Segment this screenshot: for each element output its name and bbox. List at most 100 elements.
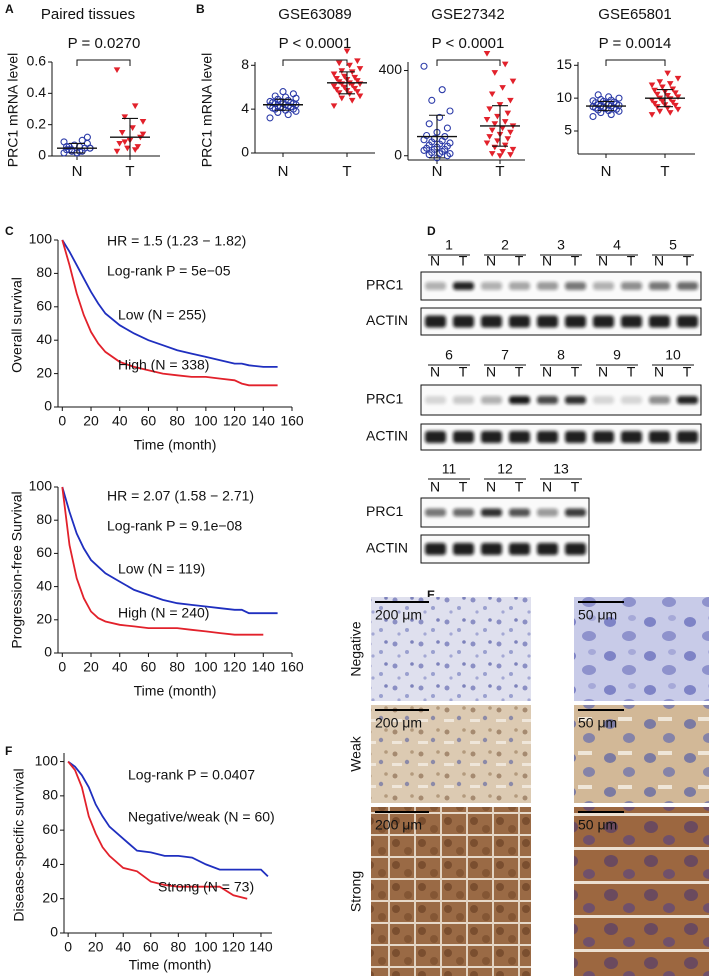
band <box>425 315 446 328</box>
lane-number: 12 <box>497 461 513 477</box>
lane-number: 7 <box>501 347 509 363</box>
band <box>621 282 642 290</box>
lane-number: 6 <box>445 347 453 363</box>
panel-label: C <box>5 224 14 238</box>
band <box>537 508 558 517</box>
x-tick-label: N <box>72 163 83 180</box>
data-point <box>483 50 491 57</box>
x-tick-label: 140 <box>252 659 276 675</box>
data-point <box>338 95 346 102</box>
x-tick-label: 0 <box>58 413 66 429</box>
survival-curve <box>67 760 269 878</box>
data-point <box>330 103 338 110</box>
band <box>593 282 614 290</box>
data-point <box>648 112 656 118</box>
y-tick-label: 20 <box>42 889 58 905</box>
x-tick-label: 40 <box>115 939 131 955</box>
series-label: Low (N = 255) <box>118 307 206 323</box>
data-point <box>651 100 658 107</box>
data-point <box>282 93 290 101</box>
x-tick-label: 140 <box>249 939 273 955</box>
data-point <box>279 88 287 96</box>
series-label: Negative/weak (N = 60) <box>128 809 275 825</box>
band <box>565 431 586 443</box>
data-point <box>496 153 504 159</box>
series-label: Low (N = 119) <box>118 561 205 577</box>
band <box>593 431 614 443</box>
lane-label: N <box>430 253 440 269</box>
x-tick-label: T <box>125 163 134 180</box>
lane-number: 9 <box>613 347 621 363</box>
protein-label: PRC1 <box>366 391 404 407</box>
annotation: Log-rank P = 9.1e−08 <box>107 518 242 534</box>
annotation: HR = 2.07 (1.58 − 2.71) <box>107 488 254 504</box>
p-value: P < 0.0001 <box>432 35 505 52</box>
y-tick-label: 80 <box>36 511 52 527</box>
y-tick-label: 20 <box>36 611 52 627</box>
protein-label: ACTIN <box>366 540 408 556</box>
scale-bar-label: 50 μm <box>578 817 617 833</box>
y-tick-label: 0.6 <box>27 53 47 69</box>
y-tick-label: 5 <box>564 122 572 138</box>
band <box>481 431 502 443</box>
band <box>677 282 698 290</box>
lane-label: N <box>486 364 496 380</box>
panel-label: D <box>427 224 436 238</box>
band <box>537 431 558 443</box>
x-tick-label: 80 <box>169 659 185 675</box>
data-point <box>494 113 501 120</box>
lane-label: T <box>683 253 692 269</box>
protein-label: PRC1 <box>366 503 404 519</box>
band <box>621 315 642 328</box>
lane-label: T <box>627 364 636 380</box>
data-point <box>674 94 682 101</box>
y-tick-label: 0 <box>50 924 58 940</box>
band <box>481 508 502 517</box>
band <box>509 431 530 443</box>
data-point <box>333 75 340 82</box>
x-tick-label: 60 <box>143 939 159 955</box>
data-point <box>507 129 514 136</box>
y-axis-label: PRC1 mRNA level <box>5 53 21 167</box>
scale-bar-label: 200 μm <box>375 817 422 833</box>
data-point <box>356 66 364 72</box>
x-tick-label: 20 <box>83 413 99 429</box>
band <box>509 396 530 404</box>
data-point <box>488 151 496 157</box>
band <box>565 282 586 290</box>
x-tick-label: N <box>432 163 443 180</box>
y-tick-label: 40 <box>36 331 52 347</box>
protein-label: ACTIN <box>366 312 408 328</box>
chart-title: GSE65801 <box>598 6 671 23</box>
y-tick-label: 60 <box>36 298 52 314</box>
y-tick-label: 10 <box>556 89 572 105</box>
band <box>621 431 642 443</box>
p-value: P = 0.0270 <box>68 35 141 52</box>
band <box>565 315 586 328</box>
ihc-image <box>371 597 531 701</box>
data-point <box>335 90 343 96</box>
data-point <box>501 142 509 149</box>
x-tick-label: 20 <box>88 939 104 955</box>
lane-label: T <box>571 253 580 269</box>
band <box>593 396 614 404</box>
error-bar <box>69 142 85 154</box>
data-point <box>351 85 359 92</box>
data-point <box>346 62 353 69</box>
x-tick-label: 100 <box>194 939 218 955</box>
band <box>649 431 670 443</box>
data-point <box>664 93 671 99</box>
data-point <box>672 102 679 109</box>
data-point <box>674 75 682 82</box>
x-tick-label: 100 <box>194 413 218 429</box>
annotation: HR = 1.5 (1.23 − 1.82) <box>107 233 246 249</box>
data-point <box>131 103 139 110</box>
error-bar <box>598 100 614 112</box>
data-point <box>425 120 433 128</box>
data-point <box>341 84 348 91</box>
y-axis-label: Progression-free Survival <box>9 491 25 648</box>
survival-curve <box>61 239 278 368</box>
data-point <box>656 108 664 115</box>
series-label: Strong (N = 73) <box>158 879 254 895</box>
